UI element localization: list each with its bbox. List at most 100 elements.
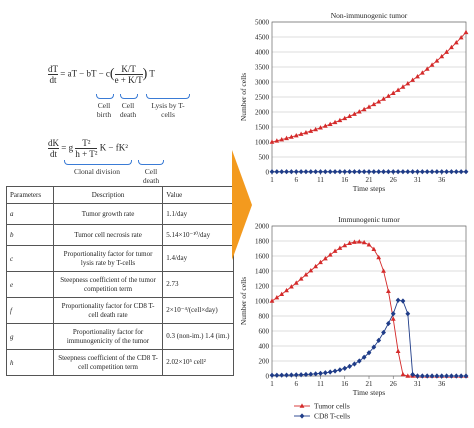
eq2-lhs-num: dK (48, 138, 59, 149)
data-point-tcell (337, 169, 343, 175)
brace-cell-birth (96, 94, 114, 99)
label-lysis: Lysis by T-cells (151, 101, 185, 119)
data-point-tumor (400, 371, 406, 377)
data-point-tumor (419, 70, 425, 75)
param-symbol: c (6, 245, 54, 272)
data-point-tumor (337, 117, 343, 123)
eq1-frac-num: K/T (114, 64, 143, 75)
y-tick-label: 600 (259, 328, 270, 336)
data-point-tumor (274, 138, 280, 143)
x-tick-label: 6 (295, 176, 299, 184)
data-point-tumor (289, 134, 294, 139)
param-description: Proportionality factor for tumor lysis r… (52, 245, 164, 272)
table-row: a Tumor growth rate 1.1/day (6, 203, 234, 225)
data-point-tumor (318, 259, 323, 265)
param-description: Steepness coefficient of the tumor compe… (52, 271, 164, 298)
y-tick-label: 2500 (255, 94, 270, 102)
x-tick-label: 21 (366, 380, 374, 388)
x-tick-label: 11 (317, 176, 324, 184)
data-point-tcell (313, 371, 319, 377)
eq1-lhs-num: dT (48, 64, 58, 75)
y-tick-label: 200 (259, 358, 270, 366)
header-description: Description (52, 186, 164, 204)
y-tick-label: 800 (259, 313, 270, 321)
data-point-tcell (444, 169, 449, 175)
data-point-tcell (376, 337, 382, 343)
y-tick-label: 2000 (255, 109, 270, 117)
data-point-tumor (279, 136, 285, 142)
data-point-tcell (352, 361, 357, 367)
table-row: e Steepness coefficient of the tumor com… (6, 271, 234, 298)
data-point-tcell (376, 169, 382, 175)
data-point-tumor (284, 135, 289, 141)
data-point-tcell (342, 169, 348, 175)
data-point-tumor (361, 239, 367, 245)
eq2-frac-num: T² (75, 138, 98, 149)
data-point-tcell (337, 367, 343, 373)
data-point-tumor (269, 139, 275, 144)
param-description: Proportionality factor for immunogenicit… (52, 323, 164, 350)
table-row: c Proportionality factor for tumor lysis… (6, 245, 234, 272)
data-point-tumor (347, 113, 352, 119)
data-point-tumor (342, 242, 348, 248)
y-tick-label: 1400 (255, 268, 270, 276)
x-tick-label: 26 (390, 380, 398, 388)
data-point-tumor (390, 316, 396, 321)
brace-cell-death (120, 94, 138, 99)
data-point-tumor (356, 109, 362, 114)
data-point-tcell (390, 169, 396, 175)
data-point-tumor (303, 272, 309, 277)
data-point-tumor (269, 298, 275, 303)
y-tick-label: 0 (266, 169, 270, 177)
data-point-tcell (289, 372, 294, 378)
data-point-tcell (293, 372, 299, 378)
y-tick-label: 0 (266, 373, 270, 381)
data-point-tcell (463, 169, 469, 175)
data-point-tumor (293, 280, 299, 285)
data-point-tumor (327, 121, 333, 127)
data-point-tcell (356, 358, 362, 364)
y-tick-label: 1600 (255, 253, 270, 261)
x-tick-label: 26 (390, 176, 398, 184)
table-row: b Tumor cell necrosis rate 5.14×10⁻¹⁰/da… (6, 224, 234, 246)
eq2-rhs-a: = g (61, 142, 74, 153)
parameter-table: Parameters Description Value a Tumor gro… (6, 186, 234, 376)
data-point-tumor (279, 291, 285, 297)
data-point-tumor (332, 248, 338, 253)
data-point-tcell (332, 169, 338, 175)
data-point-tcell (424, 169, 430, 175)
data-point-tcell (366, 169, 372, 175)
param-description: Tumor growth rate (52, 203, 164, 225)
data-point-tcell (347, 363, 352, 369)
data-point-tumor (313, 263, 319, 269)
x-axis-label: Time steps (353, 184, 386, 193)
brace-clonal (64, 160, 132, 165)
data-point-tumor (313, 126, 319, 132)
data-point-tumor (347, 240, 352, 246)
data-point-tcell (419, 373, 425, 379)
eq1-rhs-a: = aT − bT − c (60, 68, 110, 79)
data-point-tcell (400, 298, 406, 304)
tcell-equation: dK dt = g T² h + T² K − fK² (48, 138, 128, 159)
y-tick-label: 400 (259, 343, 270, 351)
data-point-tumor (458, 34, 464, 40)
x-tick-label: 16 (341, 380, 349, 388)
data-point-tcell (424, 373, 430, 379)
data-point-tcell (434, 169, 440, 175)
y-axis-label: Number of cells (239, 277, 248, 325)
label-cell-birth: Cell birth (96, 101, 112, 119)
data-point-tcell (395, 297, 401, 303)
y-tick-label: 1000 (255, 298, 270, 306)
param-value: 2×10⁻⁴/(cell×day) (162, 297, 234, 324)
data-point-tumor (366, 104, 372, 109)
data-point-tumor (376, 254, 382, 260)
data-point-tumor (444, 49, 449, 54)
data-point-tcell (308, 169, 314, 175)
data-point-tcell (289, 169, 294, 175)
data-point-tcell (279, 169, 285, 175)
data-point-tcell (269, 372, 275, 378)
data-point-tcell (313, 169, 319, 175)
data-point-tcell (400, 169, 406, 175)
data-point-tcell (318, 370, 323, 376)
label-tcell-death: Cell death (142, 167, 160, 185)
